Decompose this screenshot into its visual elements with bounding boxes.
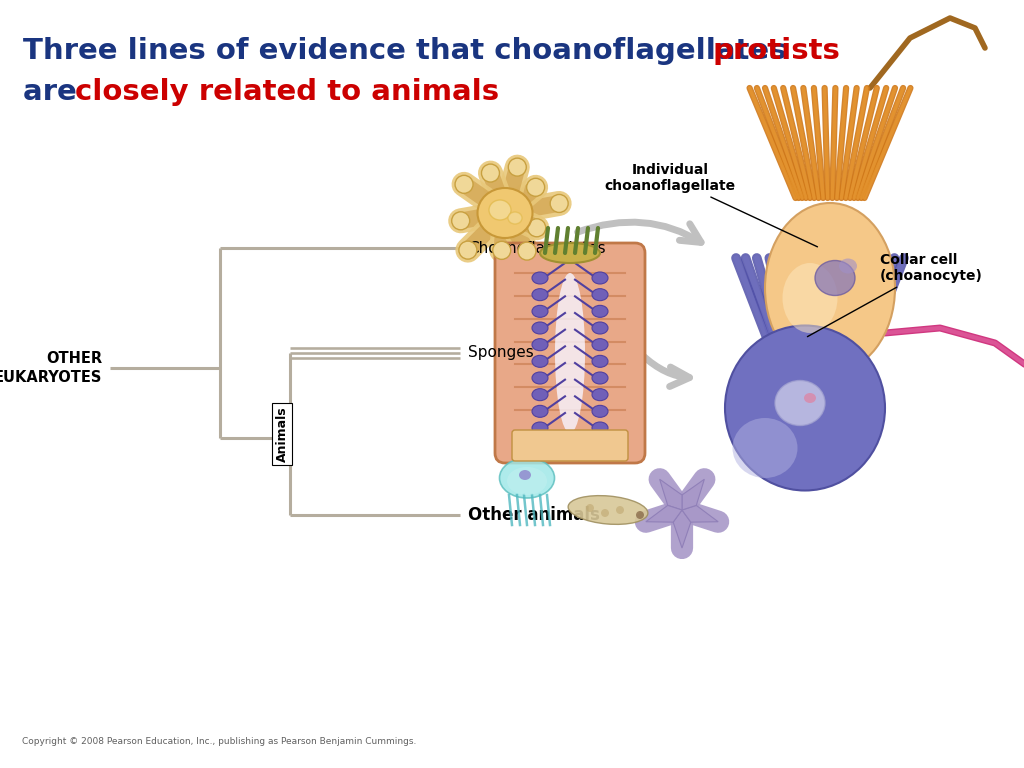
Ellipse shape xyxy=(532,406,548,417)
Circle shape xyxy=(550,194,568,213)
Circle shape xyxy=(493,241,511,260)
Text: Individual
choanoflagellate: Individual choanoflagellate xyxy=(604,163,817,247)
Circle shape xyxy=(636,511,644,519)
Text: protists: protists xyxy=(713,38,841,65)
Circle shape xyxy=(518,242,536,260)
Text: Sponges: Sponges xyxy=(468,346,534,360)
Ellipse shape xyxy=(732,418,798,478)
Ellipse shape xyxy=(532,339,548,351)
Ellipse shape xyxy=(765,203,895,373)
Ellipse shape xyxy=(804,393,816,403)
Text: Collar cell
(choanocyte): Collar cell (choanocyte) xyxy=(808,253,983,336)
Ellipse shape xyxy=(592,289,608,300)
Circle shape xyxy=(508,158,526,176)
Ellipse shape xyxy=(592,339,608,351)
Ellipse shape xyxy=(725,326,885,491)
Ellipse shape xyxy=(532,289,548,300)
Text: Three lines of evidence that choanoflagellates: Three lines of evidence that choanoflage… xyxy=(23,38,796,65)
Ellipse shape xyxy=(592,422,608,434)
FancyBboxPatch shape xyxy=(512,430,628,461)
Ellipse shape xyxy=(507,467,547,495)
Ellipse shape xyxy=(540,243,600,263)
Text: Animals: Animals xyxy=(275,406,289,462)
Ellipse shape xyxy=(592,372,608,384)
FancyBboxPatch shape xyxy=(495,243,645,463)
Ellipse shape xyxy=(592,356,608,367)
Polygon shape xyxy=(646,505,682,522)
Ellipse shape xyxy=(568,495,648,525)
Ellipse shape xyxy=(508,212,522,224)
Ellipse shape xyxy=(532,306,548,317)
Circle shape xyxy=(455,175,473,194)
Text: OTHER
EUKARYOTES: OTHER EUKARYOTES xyxy=(0,351,102,385)
Ellipse shape xyxy=(532,389,548,401)
Circle shape xyxy=(452,212,470,230)
Ellipse shape xyxy=(782,263,838,333)
Text: are: are xyxy=(23,78,86,106)
Ellipse shape xyxy=(532,356,548,367)
Ellipse shape xyxy=(519,470,531,480)
Circle shape xyxy=(616,506,624,514)
Ellipse shape xyxy=(532,322,548,334)
Circle shape xyxy=(527,219,546,237)
Ellipse shape xyxy=(592,389,608,401)
Ellipse shape xyxy=(592,306,608,317)
Ellipse shape xyxy=(532,422,548,434)
Ellipse shape xyxy=(532,372,548,384)
Circle shape xyxy=(586,504,594,512)
Text: closely related to animals: closely related to animals xyxy=(75,78,499,106)
Ellipse shape xyxy=(500,458,555,498)
Polygon shape xyxy=(682,505,718,522)
Ellipse shape xyxy=(555,273,585,433)
Circle shape xyxy=(459,241,477,259)
Text: Copyright © 2008 Pearson Education, Inc., publishing as Pearson Benjamin Cumming: Copyright © 2008 Pearson Education, Inc.… xyxy=(22,737,417,746)
Text: Other animals: Other animals xyxy=(468,506,600,524)
Ellipse shape xyxy=(815,260,855,296)
Ellipse shape xyxy=(592,406,608,417)
Polygon shape xyxy=(659,479,682,510)
Ellipse shape xyxy=(532,272,548,284)
Ellipse shape xyxy=(775,380,825,425)
Ellipse shape xyxy=(489,200,511,220)
Polygon shape xyxy=(673,510,691,548)
Circle shape xyxy=(526,178,545,197)
Ellipse shape xyxy=(592,322,608,334)
Circle shape xyxy=(481,164,500,182)
Circle shape xyxy=(601,509,609,517)
Ellipse shape xyxy=(839,259,857,273)
Ellipse shape xyxy=(477,188,532,238)
Ellipse shape xyxy=(592,272,608,284)
Text: Choanoflagellates: Choanoflagellates xyxy=(468,240,605,256)
Polygon shape xyxy=(682,479,705,510)
